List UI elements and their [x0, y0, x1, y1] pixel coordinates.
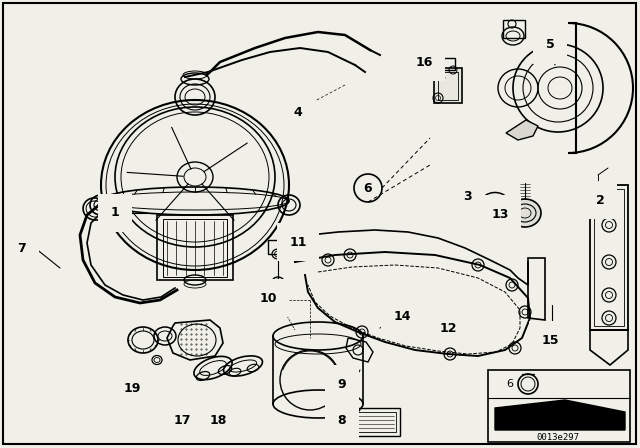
Bar — [503, 20, 525, 38]
Text: 2: 2 — [596, 194, 604, 207]
Text: 10: 10 — [259, 292, 276, 305]
Bar — [157, 215, 233, 280]
Text: 17: 17 — [173, 414, 191, 426]
Bar — [163, 219, 227, 277]
Text: 9: 9 — [338, 378, 346, 391]
Bar — [352, 412, 396, 432]
Bar — [438, 72, 458, 100]
Polygon shape — [495, 400, 625, 430]
Text: 18: 18 — [209, 414, 227, 426]
Polygon shape — [506, 120, 538, 140]
Text: 8: 8 — [338, 414, 346, 426]
Text: 11: 11 — [289, 236, 307, 249]
Bar — [434, 68, 462, 103]
Text: 5: 5 — [546, 39, 554, 52]
Bar — [348, 408, 400, 436]
Bar — [488, 370, 630, 442]
Text: 15: 15 — [541, 333, 559, 346]
Bar — [441, 58, 455, 70]
Text: 19: 19 — [124, 382, 141, 395]
Text: 7: 7 — [18, 241, 26, 254]
Text: 12: 12 — [439, 322, 457, 335]
Text: 4: 4 — [294, 105, 302, 119]
Ellipse shape — [509, 199, 541, 227]
Text: 1: 1 — [111, 207, 120, 220]
Text: 16: 16 — [415, 56, 433, 69]
Bar — [594, 189, 624, 326]
Bar — [590, 185, 628, 330]
Text: 13: 13 — [492, 207, 509, 220]
Bar — [268, 240, 288, 254]
Text: 6: 6 — [506, 379, 513, 389]
Text: 6: 6 — [364, 181, 372, 194]
Text: 14: 14 — [393, 310, 411, 323]
Text: 0013e297: 0013e297 — [536, 432, 579, 441]
Text: 3: 3 — [464, 190, 472, 202]
